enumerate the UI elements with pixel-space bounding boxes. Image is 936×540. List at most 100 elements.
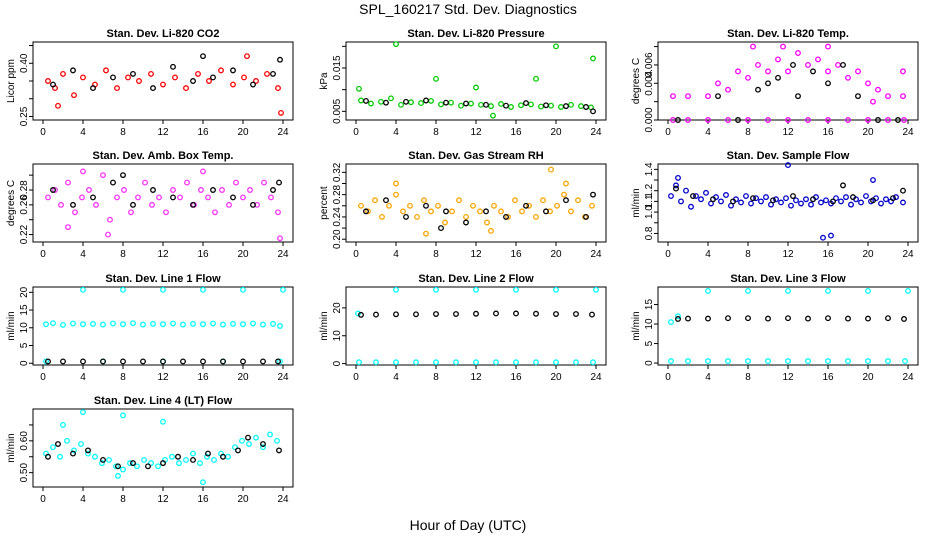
panel-5-point-1-16 (470, 202, 476, 209)
panel-9-point-1-5 (765, 358, 771, 365)
panel-5-point-1-31 (575, 197, 581, 204)
panel-8-point-2-9 (533, 310, 539, 317)
panel-7-point-1-8 (120, 321, 126, 328)
panel-8-point-1-17 (513, 286, 519, 293)
panel-10-point-2-9 (175, 453, 181, 460)
panel-8-point-2-4 (433, 311, 439, 317)
panel-5-point-1-35 (393, 180, 399, 187)
panel-3-series-2 (675, 61, 901, 123)
panel-9-point-2-6 (785, 315, 791, 322)
panel-7-point-1-25 (80, 286, 86, 293)
panel-9-xtick-label-2: 8 (745, 372, 751, 383)
panel-3-point-2-5 (795, 93, 801, 100)
panel-9-point-1-14 (675, 313, 681, 320)
panel-10-point-1-36 (160, 418, 166, 425)
panel-4-title: Stan. Dev. Amb. Box Temp. (93, 150, 234, 162)
panel-4-point-1-37 (105, 231, 111, 238)
panel-3-point-1-6 (785, 117, 791, 123)
panel-3-point-1-3 (725, 117, 731, 123)
panel-3-point-1-23 (785, 68, 791, 75)
panel-8-point-1-11 (573, 359, 579, 366)
panel-2-point-1-11 (468, 100, 474, 107)
panel-9-point-2-7 (805, 315, 811, 322)
panel-6-ylabel: ml/min (631, 188, 642, 217)
panel-4-point-1-29 (247, 187, 253, 193)
panel-2-xtick-label-3: 12 (470, 127, 482, 138)
panel-7-xtick-label-2: 8 (120, 372, 126, 383)
panel-9-xtick-label-3: 12 (782, 372, 794, 383)
panel-9-point-1-20 (905, 287, 911, 294)
panel-3-point-1-37 (780, 43, 786, 50)
panel-4-point-1-24 (212, 209, 218, 216)
panel-8-point-1-3 (413, 359, 419, 366)
panel-5-point-2-9 (543, 208, 549, 215)
panel-4-point-1-2 (58, 201, 64, 208)
panel-6-xtick-label-3: 12 (782, 249, 794, 260)
panel-2-point-2-12 (590, 108, 596, 115)
panel-2-point-1-1 (368, 100, 374, 107)
panel-10-point-1-20 (183, 456, 189, 463)
panel-3-xtick-label-0: 0 (665, 127, 671, 138)
panel-1-point-1-20 (264, 70, 270, 77)
panel-1-point-1-9 (136, 78, 142, 84)
panel-1-point-2-11 (250, 81, 256, 88)
panel-6-point-1-11 (723, 192, 729, 198)
panel-3-point-1-13 (670, 93, 676, 100)
panel-10-point-1-10 (113, 463, 119, 470)
panel-4-xtick-label-3: 12 (157, 249, 169, 260)
panel-8-xtick-label-2: 8 (433, 372, 439, 383)
panel-10-point-1-37 (200, 479, 206, 486)
panel-4-point-1-38 (65, 224, 71, 231)
panel-6-xtick-label-0: 0 (665, 249, 671, 260)
panel-5-xtick-label-1: 4 (393, 249, 399, 260)
panel-10-series-1 (43, 409, 280, 486)
panel-10-xtick-label-0: 0 (40, 494, 46, 505)
panel-5-point-2-10 (563, 197, 569, 204)
panel-3-point-1-21 (765, 68, 771, 75)
panel-8-point-1-6 (473, 359, 479, 366)
panel-5-point-1-14 (456, 197, 462, 204)
panel-3-point-2-12 (765, 80, 771, 87)
panel-6-point-1-36 (848, 201, 854, 208)
panel-6-point-1-46 (900, 199, 906, 206)
panel-6-xtick-label-5: 20 (862, 249, 874, 260)
panel-4-point-1-19 (177, 194, 183, 201)
panel-7-title: Stan. Dev. Line 1 Flow (105, 273, 221, 285)
panel-7-point-1-17 (210, 320, 216, 327)
panel-10-point-1-39 (115, 472, 121, 479)
panel-6-point-1-47 (785, 162, 791, 169)
panel-2-point-1-13 (488, 103, 494, 110)
panel-10-point-1-32 (267, 431, 273, 438)
panel-2-point-1-31 (490, 112, 496, 119)
panel-4-point-1-15 (149, 201, 155, 208)
panel-6-point-2-7 (810, 196, 816, 203)
panel-6-point-1-21 (773, 196, 779, 203)
panel-2-point-1-16 (518, 102, 524, 109)
panel-7-point-2-10 (240, 358, 246, 365)
panel-8-point-1-1 (373, 359, 379, 366)
panel-2-ytick-label-0: 0.005 (332, 98, 343, 123)
panel-10-point-1-38 (60, 421, 66, 428)
panel-6-point-1-15 (743, 193, 749, 200)
panel-2-point-1-10 (458, 102, 464, 109)
panel-8-frame (345, 286, 607, 366)
panel-4-point-2-7 (190, 201, 196, 208)
panel-7-point-2-5 (140, 358, 146, 365)
panel-9-xtick-label-1: 4 (705, 372, 711, 383)
panel-8-point-1-7 (493, 359, 499, 366)
panel-3-series-1 (670, 43, 907, 123)
panel-1-point-1-8 (125, 74, 131, 81)
panel-7-point-2-12 (275, 358, 281, 365)
panel-1-point-2-5 (150, 85, 156, 92)
panel-9-point-2-2 (705, 315, 711, 322)
panel-7-point-1-22 (260, 321, 266, 328)
panel-1-point-1-18 (241, 74, 247, 81)
panel-8-point-2-6 (473, 310, 479, 317)
panel-8-xtick-label-6: 24 (590, 372, 602, 383)
panel-8-point-1-14 (393, 286, 399, 293)
panel-7-point-1-7 (110, 320, 116, 327)
panel-3-point-1-20 (755, 61, 761, 68)
panel-7-point-1-16 (200, 321, 206, 328)
panel-3-point-2-4 (775, 74, 781, 81)
panel-10: Stan. Dev. Line 4 (LT) Flow 0 4 8 12 16 20 24 0.… (6, 395, 294, 505)
